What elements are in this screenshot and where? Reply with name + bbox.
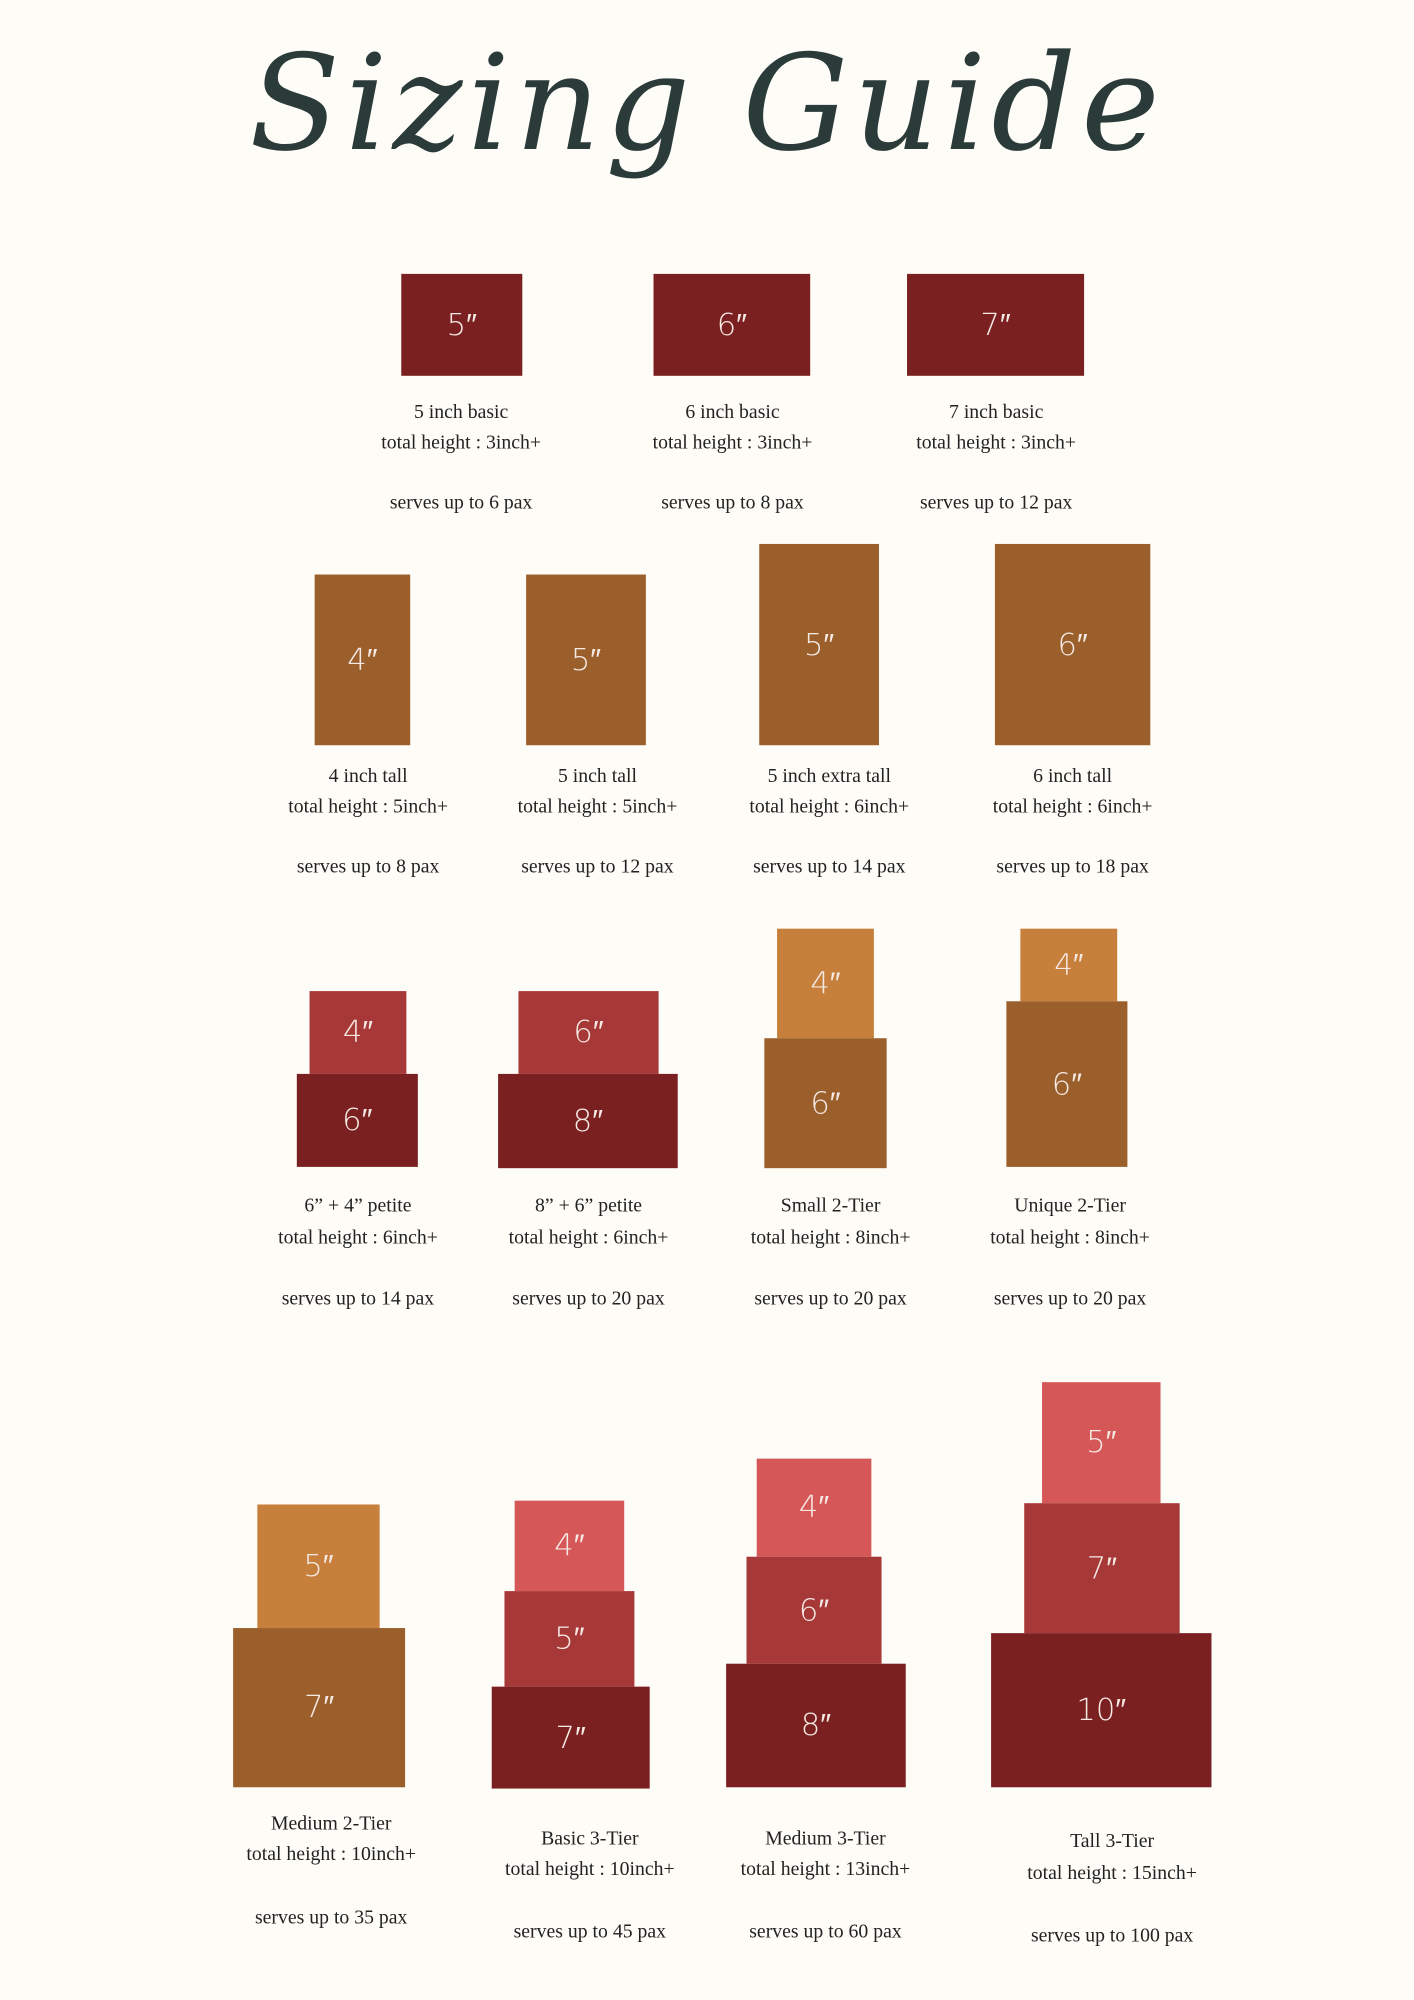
cake-name: 8” + 6” petite [534,1194,643,1217]
cake-name: 4 inch tall [328,765,408,788]
cake-tier: 4″ [514,1500,625,1592]
cake-tier: 6″ [518,991,659,1074]
cake-serves: serves up to 12 pax [521,856,674,878]
cake-tier: 4″ [777,928,874,1039]
cake-serves: serves up to 100 pax [1030,1924,1194,1947]
cake-serves: serves up to 14 pax [753,856,906,878]
cake-name: Tall 3-Tier [1070,1830,1155,1853]
cake-tier: 5″ [401,273,523,376]
cake-tier: 4″ [309,991,407,1074]
cake-height: total height : 3inch+ [381,431,542,454]
cake-height: total height : 10inch+ [246,1843,417,1865]
cake-tier: 5″ [1042,1382,1161,1504]
cake-serves: serves up to 14 pax [281,1287,435,1310]
cake-serves: serves up to 6 pax [389,491,533,514]
cake-tier: 6″ [994,543,1151,746]
cake-height: total height : 3inch+ [916,431,1077,454]
cake-name: 6 inch basic [685,401,780,423]
cake-height: total height : 6inch+ [992,796,1153,818]
cake-height: total height : 15inch+ [1027,1862,1197,1885]
cake-tier: 6″ [653,273,811,376]
cake-serves: serves up to 20 pax [754,1287,907,1310]
cake-serves: serves up to 20 pax [512,1287,665,1310]
cake-name: 5 inch tall [557,765,637,788]
page-title: Sizing Guide [249,25,1165,181]
cake-serves: serves up to 12 pax [919,491,1073,514]
cake-tier: 6″ [764,1038,887,1169]
cake-name: Unique 2-Tier [1014,1194,1126,1217]
cake-tier: 8″ [726,1663,906,1788]
cake-tier: 6″ [296,1073,418,1167]
cake-tier: 7″ [491,1686,650,1789]
cake-tier: 4″ [314,574,411,746]
cake-name: Medium 2-Tier [270,1812,392,1835]
cake-tier: 8″ [498,1073,678,1169]
cake-name: Small 2-Tier [780,1194,881,1217]
cake-tier: 4″ [1020,928,1118,1002]
cake-tier: 5″ [526,574,646,746]
cake-name: 5 inch basic [413,401,509,423]
cake-serves: serves up to 60 pax [749,1921,902,1943]
cake-height: total height : 6inch+ [278,1226,438,1249]
cake-name: 5 inch extra tall [767,765,891,788]
cake-tier: 10″ [991,1633,1212,1788]
cake-tier: 6″ [1006,1001,1128,1167]
cake-height: total height : 6inch+ [749,796,910,818]
cake-height: total height : 5inch+ [288,796,449,818]
cake-serves: serves up to 18 pax [996,856,1149,878]
cake-name: Basic 3-Tier [541,1828,639,1850]
cake-height: total height : 6inch+ [508,1226,669,1249]
cake-height: total height : 13inch+ [740,1858,911,1881]
cake-tier: 5″ [257,1504,380,1629]
cake-serves: serves up to 35 pax [254,1907,408,1929]
cake-height: total height : 10inch+ [505,1858,675,1881]
cake-height: total height : 8inch+ [750,1226,911,1249]
cake-name: 6” + 4” petite [304,1194,412,1217]
cake-tier: 7″ [907,273,1085,376]
cake-name: Medium 3-Tier [765,1828,886,1850]
cake-height: total height : 8inch+ [990,1226,1150,1249]
cake-tier: 7″ [1024,1503,1180,1634]
cake-name: 6 inch tall [1033,765,1113,788]
cake-height: total height : 5inch+ [517,796,678,818]
cake-tier: 5″ [759,543,879,746]
cake-serves: serves up to 8 pax [661,491,804,514]
cake-tier: 4″ [756,1458,872,1557]
cake-serves: serves up to 45 pax [513,1921,667,1943]
cake-serves: serves up to 8 pax [296,856,440,878]
cake-tier: 5″ [504,1591,635,1687]
cake-tier: 6″ [746,1556,882,1664]
cake-tier: 7″ [233,1628,406,1788]
cake-serves: serves up to 20 pax [993,1287,1147,1310]
cake-name: 7 inch basic [949,401,1044,423]
cake-height: total height : 3inch+ [652,431,813,454]
